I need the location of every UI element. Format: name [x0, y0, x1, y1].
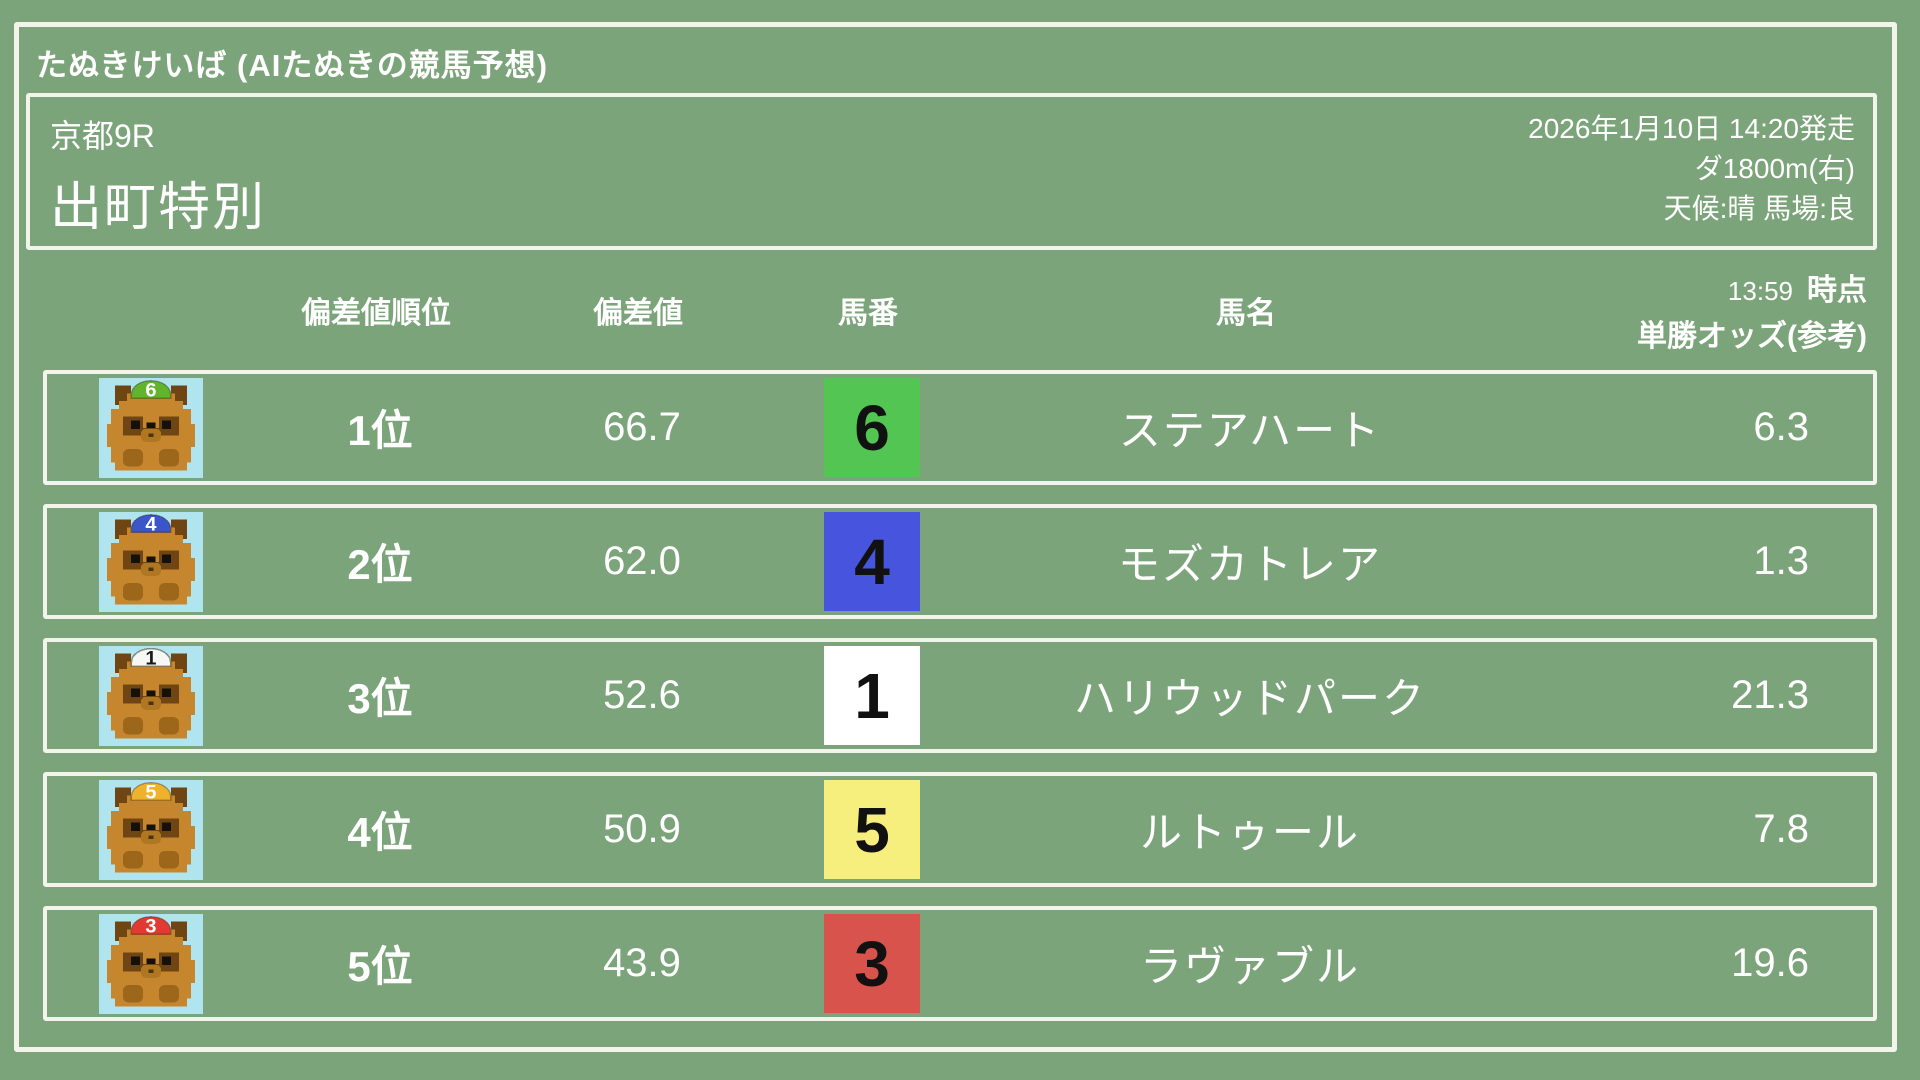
rank-cell: 5位 [347, 943, 413, 990]
header-odds-time-line: 13:59 時点 [1483, 265, 1867, 309]
deviation-cell: 43.9 [603, 941, 681, 985]
horse-number-badge: 3 [824, 914, 920, 1013]
cap-number: 1 [145, 647, 156, 669]
avatar-cell: 3 [47, 910, 207, 1017]
horse-name-cell: ルトゥール [1139, 809, 1360, 856]
horse-number-badge: 6 [824, 378, 920, 477]
tanuki-avatar-icon: 5 [99, 779, 203, 880]
main-board: たぬきけいば (AIたぬきの競馬予想) 京都9R 出町特別 2026年1月10日… [14, 22, 1897, 1052]
cap-icon [130, 513, 172, 533]
avatar-cell: 4 [47, 508, 207, 615]
odds-time: 13:59 [1727, 276, 1793, 306]
deviation-cell: 66.7 [603, 405, 681, 449]
deviation-cell: 50.9 [603, 807, 681, 851]
prediction-rows: 6 1位 66.7 6 ステアハート 6.3 [43, 370, 1877, 1021]
horse-number-badge: 4 [824, 512, 920, 611]
tanuki-avatar-icon: 3 [99, 913, 203, 1014]
odds-cell: 19.6 [1731, 941, 1809, 985]
horse-row-5: 3 5位 43.9 3 ラヴァブル 19.6 [43, 906, 1877, 1021]
cap-number: 3 [145, 915, 156, 937]
horse-row-3: 1 3位 52.6 1 ハリウッドパーク 21.3 [43, 638, 1877, 753]
tanuki-avatar-icon: 4 [99, 511, 203, 612]
avatar-cell: 6 [47, 374, 207, 481]
horse-name-cell: ラヴァブル [1139, 943, 1360, 990]
table-header: 偏差値順位 偏差値 馬番 馬名 13:59 時点 単勝オッズ(参考) [43, 250, 1877, 370]
odds-cell: 6.3 [1753, 405, 1809, 449]
race-datetime: 2026年1月10日 14:20発走 [1528, 113, 1855, 144]
odds-time-suffix: 時点 [1807, 274, 1867, 307]
odds-cell: 21.3 [1731, 673, 1809, 717]
rank-cell: 2位 [347, 541, 413, 588]
horse-number-badge: 1 [824, 646, 920, 745]
horse-row-2: 4 2位 62.0 4 モズカトレア 1.3 [43, 504, 1877, 619]
avatar-cell: 1 [47, 642, 207, 749]
race-condition: 天候:晴 馬場:良 [1663, 192, 1855, 224]
header-deviation: 偏差値 [593, 297, 683, 330]
cap-number: 6 [145, 379, 156, 401]
cap-icon [130, 647, 172, 667]
race-meta-block: 2026年1月10日 14:20発走 ダ1800m(右) 天候:晴 馬場:良 [1528, 103, 1855, 240]
horse-name-cell: モズカトレア [1117, 541, 1382, 588]
horse-name-cell: ステアハート [1118, 407, 1382, 454]
odds-cell: 7.8 [1753, 807, 1809, 851]
cap-icon [130, 915, 172, 935]
number-cell: 3 [731, 914, 1013, 1013]
deviation-cell: 52.6 [603, 673, 681, 717]
horse-number-badge: 5 [824, 780, 920, 879]
horse-row-1: 6 1位 66.7 6 ステアハート 6.3 [43, 370, 1877, 485]
number-cell: 4 [731, 512, 1013, 611]
rank-cell: 4位 [347, 809, 413, 856]
race-info-box: 京都9R 出町特別 2026年1月10日 14:20発走 ダ1800m(右) 天… [26, 93, 1877, 250]
header-odds: 13:59 時点 単勝オッズ(参考) [1483, 265, 1877, 355]
odds-label: 単勝オッズ(参考) [1637, 320, 1867, 353]
rank-cell: 1位 [347, 407, 413, 454]
tanuki-avatar-icon: 1 [99, 645, 203, 746]
number-cell: 1 [731, 646, 1013, 745]
number-cell: 6 [731, 378, 1013, 477]
deviation-cell: 62.0 [603, 539, 681, 583]
horse-row-4: 5 4位 50.9 5 ルトゥール 7.8 [43, 772, 1877, 887]
horse-name-cell: ハリウッドパーク [1073, 675, 1426, 722]
header-number: 馬番 [838, 297, 898, 330]
tanuki-avatar-icon: 6 [99, 377, 203, 478]
race-title-block: 京都9R 出町特別 [50, 103, 266, 240]
avatar-cell: 5 [47, 776, 207, 883]
race-track: ダ1800m(右) [1694, 152, 1855, 184]
odds-cell: 1.3 [1753, 539, 1809, 583]
race-name: 出町特別 [50, 179, 267, 237]
cap-icon [130, 781, 172, 801]
rank-cell: 3位 [347, 675, 413, 722]
header-name: 馬名 [1216, 297, 1276, 330]
app-title: たぬきけいば (AIたぬきの競馬予想) [36, 48, 549, 83]
number-cell: 5 [731, 780, 1013, 879]
cap-number: 4 [145, 513, 156, 535]
cap-number: 5 [145, 781, 156, 803]
race-course: 京都9R [50, 118, 155, 154]
cap-icon [130, 379, 172, 399]
header-rank: 偏差値順位 [301, 297, 451, 330]
